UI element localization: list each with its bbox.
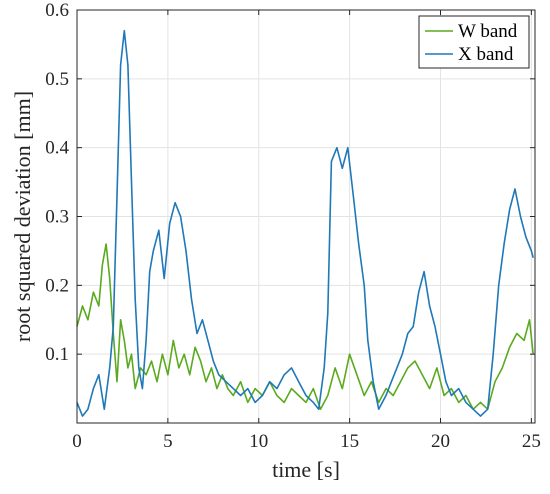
series-layer [76,29,534,417]
tick-labels: 0 5 10 15 20 25 0.1 0.2 0.3 0.4 0.5 0.6 [45,0,541,452]
legend-entry: X band [458,44,514,65]
x-tick-label: 25 [522,431,541,452]
y-tick-label: 0.2 [45,275,69,296]
plot-frame [76,9,536,424]
y-tick-label: 0.1 [45,344,69,365]
y-tick-label: 0.5 [45,69,69,90]
x-axis-label: time [s] [272,457,340,482]
x-tick-label: 5 [163,431,173,452]
grid [76,9,535,423]
y-tick-label: 0.3 [45,207,69,228]
legend-box [418,15,530,69]
y-axis-label: root squared deviation [mm] [10,91,35,342]
y-tick-label: 0.4 [45,138,69,159]
y-tick-label: 0.6 [45,0,69,21]
legend-entry: W band [458,21,518,42]
x-tick-label: 15 [340,431,359,452]
x-tick-label: 20 [431,431,450,452]
x-tick-label: 10 [249,431,268,452]
series-line-x-band [76,29,534,417]
series-line-w-band [76,243,534,411]
x-tick-label: 0 [72,431,82,452]
axes [76,9,536,424]
